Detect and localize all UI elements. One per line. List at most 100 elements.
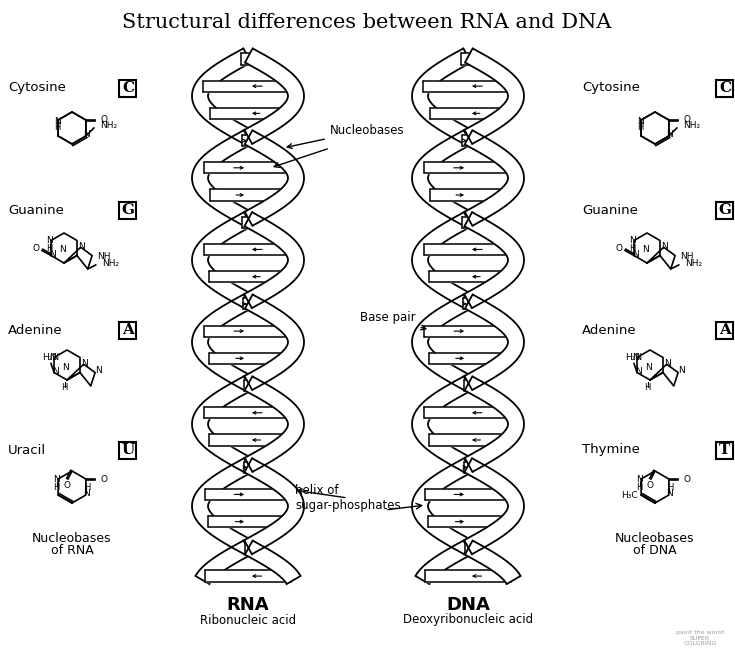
Text: Base pair: Base pair [360, 311, 426, 330]
Text: G: G [121, 203, 135, 217]
Polygon shape [425, 489, 512, 500]
Polygon shape [462, 216, 474, 228]
Text: N: N [642, 245, 650, 254]
Text: N: N [53, 475, 60, 485]
Polygon shape [209, 271, 287, 283]
Text: NH₂: NH₂ [101, 260, 119, 268]
Text: O: O [615, 244, 623, 253]
Polygon shape [192, 376, 251, 472]
Polygon shape [204, 326, 292, 337]
Polygon shape [429, 516, 508, 527]
Polygon shape [429, 434, 507, 445]
Text: T: T [720, 443, 731, 457]
Text: helix of
sugar-phosphates: helix of sugar-phosphates [295, 484, 401, 512]
Text: N: N [46, 236, 52, 245]
Polygon shape [465, 48, 524, 144]
Text: N: N [662, 242, 668, 250]
Polygon shape [430, 190, 506, 201]
Text: N: N [95, 366, 101, 375]
Text: N: N [49, 250, 55, 259]
Polygon shape [243, 298, 253, 309]
Text: N: N [84, 489, 90, 498]
Text: H₂N: H₂N [625, 353, 642, 362]
Bar [717, 441, 734, 458]
Text: H: H [84, 483, 90, 492]
Text: Adenine: Adenine [582, 324, 637, 337]
Text: NH: NH [97, 252, 110, 261]
Text: N: N [49, 353, 55, 362]
Polygon shape [429, 271, 506, 283]
Text: O: O [684, 116, 691, 124]
Polygon shape [425, 407, 512, 419]
Text: N: N [51, 367, 58, 376]
Polygon shape [204, 162, 293, 173]
Text: H: H [667, 483, 673, 492]
Text: NH₂: NH₂ [683, 122, 700, 131]
Text: N: N [678, 366, 684, 375]
Bar [120, 80, 137, 97]
Polygon shape [209, 353, 287, 364]
Polygon shape [244, 462, 252, 473]
Text: Guanine: Guanine [8, 203, 64, 216]
Polygon shape [205, 489, 291, 500]
Polygon shape [209, 434, 287, 445]
Polygon shape [192, 212, 252, 308]
Bar [717, 80, 734, 97]
Polygon shape [423, 162, 512, 173]
Text: N: N [631, 353, 639, 362]
Polygon shape [425, 570, 511, 581]
Polygon shape [210, 108, 286, 119]
Text: H: H [636, 483, 642, 492]
Bar [120, 201, 137, 218]
Text: DNA: DNA [446, 596, 490, 614]
Text: H: H [53, 483, 60, 492]
Polygon shape [465, 458, 524, 554]
Polygon shape [245, 48, 304, 144]
Text: H: H [46, 244, 52, 253]
Polygon shape [465, 462, 472, 473]
Text: N: N [84, 130, 90, 139]
Text: N: N [82, 359, 88, 368]
Text: NH: NH [680, 252, 694, 261]
Polygon shape [209, 190, 286, 201]
Text: Deoxyribonucleic acid: Deoxyribonucleic acid [403, 613, 533, 627]
Text: Guanine: Guanine [582, 203, 638, 216]
Polygon shape [462, 135, 475, 146]
Polygon shape [461, 54, 475, 65]
Text: N: N [667, 130, 673, 139]
Text: N: N [631, 250, 639, 259]
Polygon shape [244, 212, 304, 308]
Polygon shape [204, 407, 292, 419]
Text: N: N [60, 245, 66, 254]
Text: Nucleobases: Nucleobases [32, 532, 112, 545]
Polygon shape [464, 380, 473, 391]
Polygon shape [412, 212, 472, 308]
Text: U: U [121, 443, 135, 457]
Text: O: O [684, 475, 691, 483]
Polygon shape [243, 380, 252, 391]
Polygon shape [245, 541, 301, 584]
Polygon shape [430, 108, 506, 119]
Polygon shape [429, 353, 507, 364]
Polygon shape [465, 130, 524, 226]
Polygon shape [192, 294, 251, 390]
Polygon shape [204, 80, 293, 92]
Text: G: G [719, 203, 731, 217]
Text: NH₂: NH₂ [685, 260, 702, 268]
Text: Structural differences between RNA and DNA: Structural differences between RNA and D… [122, 12, 612, 31]
Text: O: O [32, 244, 40, 253]
Text: A: A [719, 323, 731, 337]
Polygon shape [192, 130, 251, 226]
Text: O: O [63, 481, 71, 490]
Text: H₂N: H₂N [43, 353, 60, 362]
Text: of RNA: of RNA [51, 543, 93, 557]
Text: O: O [101, 116, 108, 124]
Text: N: N [664, 359, 671, 368]
Text: Cytosine: Cytosine [8, 82, 66, 94]
Text: N: N [637, 116, 644, 126]
Text: of DNA: of DNA [633, 543, 677, 557]
Bar [120, 441, 137, 458]
Polygon shape [192, 48, 251, 144]
Polygon shape [412, 130, 471, 226]
Text: paint the world
SUPER
COLORING: paint the world SUPER COLORING [676, 630, 724, 646]
